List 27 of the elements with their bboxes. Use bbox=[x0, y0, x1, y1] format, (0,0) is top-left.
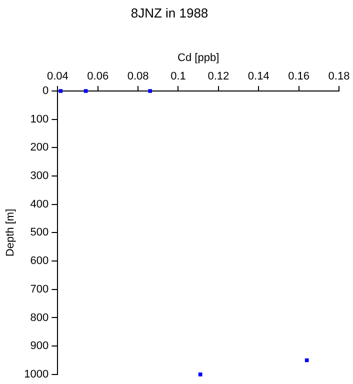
x-tick-label: 0.18 bbox=[328, 70, 350, 82]
y-tick-label: 100 bbox=[30, 113, 49, 126]
y-axis-title: Depth [m] bbox=[4, 208, 17, 257]
x-tick-label: 0.16 bbox=[288, 70, 310, 82]
x-tick-label: 0.08 bbox=[127, 70, 149, 82]
y-tick-label: 400 bbox=[30, 198, 49, 210]
y-tick-label: 900 bbox=[30, 340, 49, 352]
x-axis-title: Cd [ppb] bbox=[178, 52, 220, 64]
point bbox=[198, 372, 202, 376]
y-tick-label: 200 bbox=[30, 142, 49, 154]
chart-title: 8JNZ in 1988 bbox=[130, 5, 208, 20]
y-tick-label: 300 bbox=[30, 170, 49, 182]
x-tick-label: 0.14 bbox=[248, 70, 270, 82]
point bbox=[84, 89, 88, 93]
y-tick-label: 1000 bbox=[24, 368, 49, 380]
point bbox=[58, 89, 63, 93]
x-tick-label: 0.06 bbox=[87, 70, 109, 82]
y-tick-label: 600 bbox=[30, 255, 49, 268]
x-tick-label: 0.1 bbox=[170, 70, 186, 82]
y-tick-label: 0 bbox=[42, 85, 49, 98]
y-tick-label: 500 bbox=[30, 226, 49, 239]
y-tick-label: 700 bbox=[30, 283, 49, 296]
y-tick-label: 800 bbox=[30, 312, 49, 324]
point bbox=[304, 358, 309, 362]
point bbox=[148, 89, 152, 93]
x-tick-label: 0.12 bbox=[208, 70, 230, 82]
x-tick-label: 0.04 bbox=[46, 70, 68, 82]
